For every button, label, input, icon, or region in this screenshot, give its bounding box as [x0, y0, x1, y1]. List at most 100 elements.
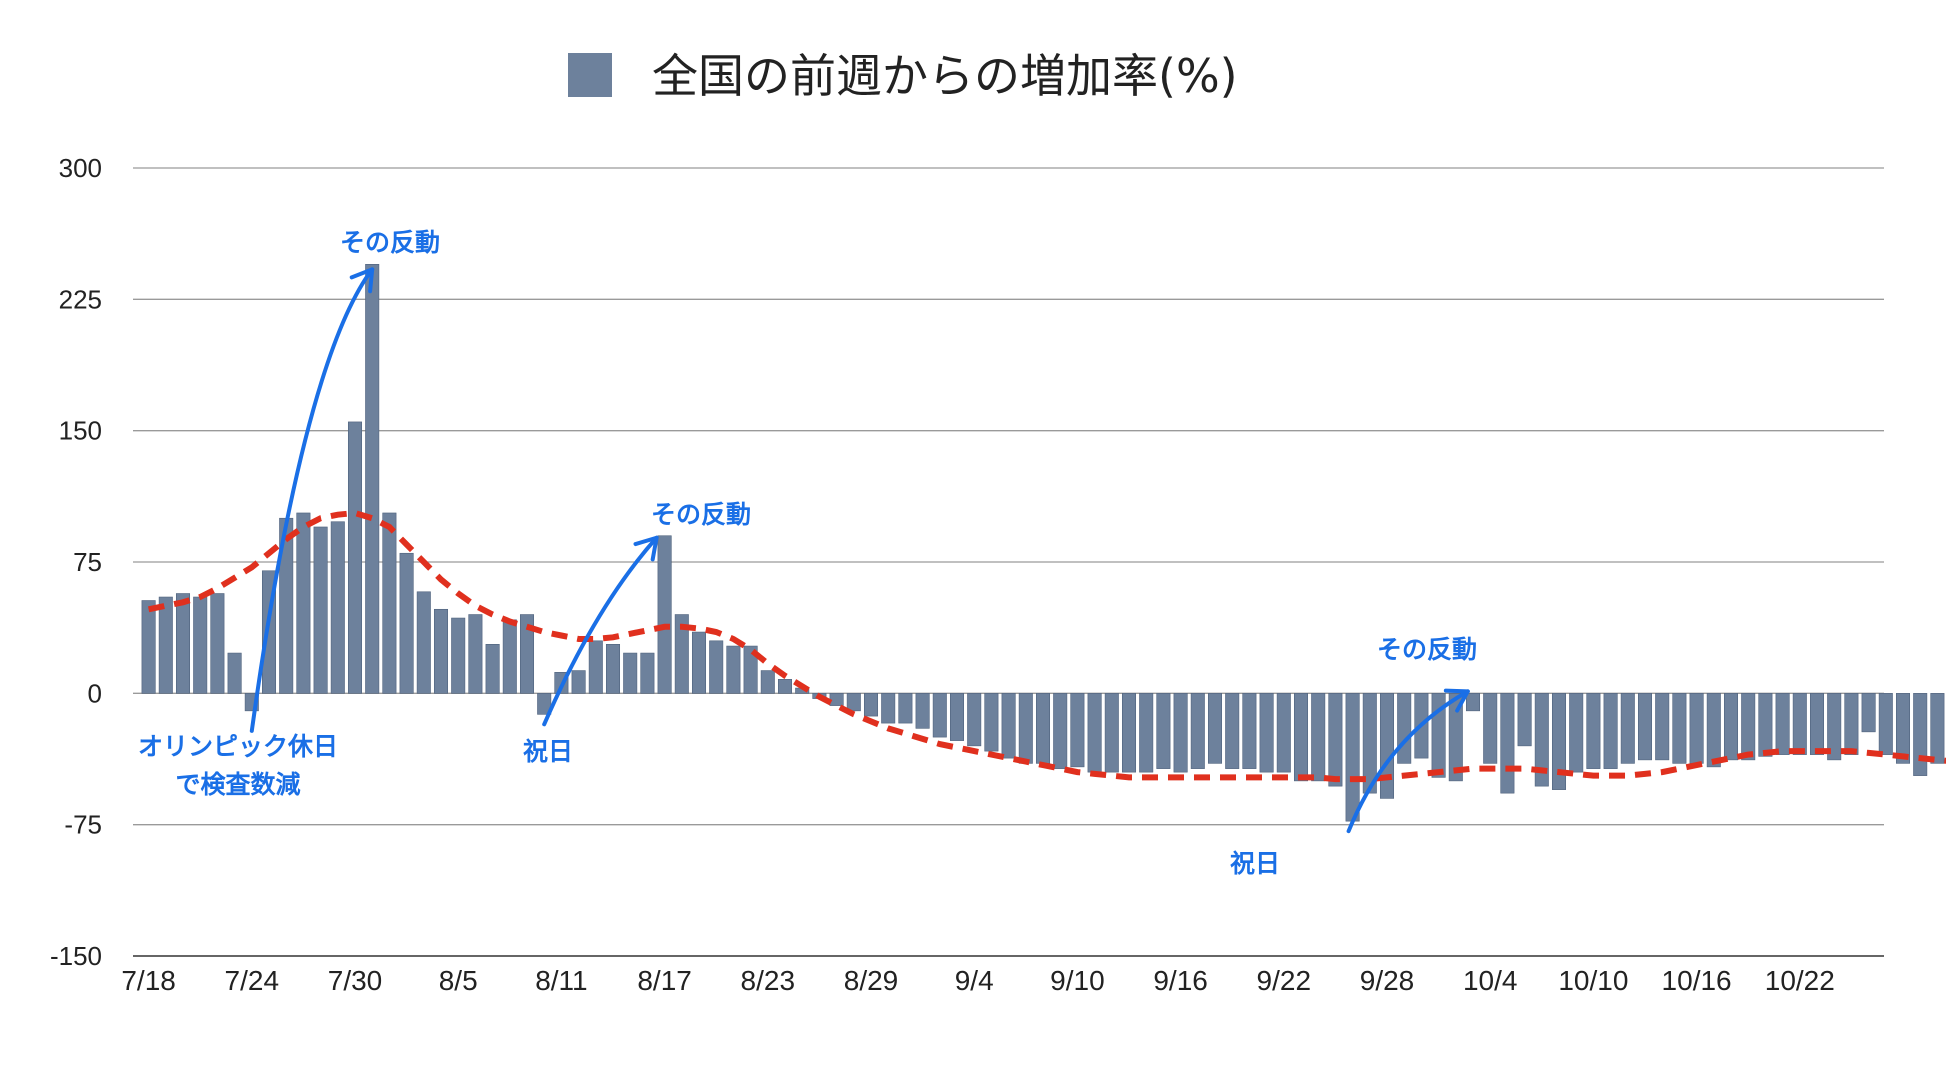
bar: [1018, 693, 1033, 764]
x-tick-label: 9/16: [1153, 965, 1208, 996]
bar: [984, 693, 999, 752]
bar: [1190, 693, 1205, 769]
bar: [485, 644, 500, 694]
x-tick-label: 8/5: [439, 965, 478, 996]
x-tick-label: 10/22: [1765, 965, 1835, 996]
bar: [296, 512, 311, 694]
bar: [1655, 693, 1670, 761]
annotation-label: で検査数減: [175, 770, 300, 799]
bar: [1225, 693, 1240, 769]
bar: [1070, 693, 1085, 768]
bar: [141, 600, 156, 694]
annotation-label: その反動: [1377, 635, 1477, 664]
bar: [760, 670, 775, 694]
bar: [1637, 693, 1653, 761]
y-tick-label: -75: [64, 810, 102, 840]
bar: [1844, 693, 1859, 755]
x-tick-label: 7/18: [121, 965, 176, 996]
x-tick-label: 9/4: [955, 965, 994, 996]
x-tick-label: 9/10: [1050, 965, 1105, 996]
x-tick-label: 10/10: [1558, 965, 1628, 996]
bar: [1139, 693, 1154, 773]
bar: [967, 693, 982, 747]
bar: [1311, 693, 1326, 782]
bar: [1035, 693, 1051, 764]
x-axis-ticks: 7/18 7/24 7/30 8/5 8/11 8/17 8/23 8/29 9/4 9/10 9/…: [121, 965, 1834, 996]
bar: [1156, 693, 1171, 769]
bar: [1276, 693, 1291, 773]
y-tick-label: 300: [59, 153, 102, 183]
bar: [915, 693, 930, 729]
bar: [227, 652, 242, 694]
annotation-label: オリンピック休日: [138, 732, 338, 761]
bar: [1792, 693, 1807, 755]
bar: [1500, 693, 1515, 794]
bar: [1913, 693, 1928, 776]
bar: [1741, 693, 1756, 761]
bar: [640, 652, 655, 694]
legend: 全国の前週からの増加率(%): [568, 49, 1238, 103]
bar: [1397, 693, 1412, 764]
bar: [932, 693, 947, 738]
bar: [949, 693, 965, 741]
bar: [347, 421, 363, 694]
y-tick-label: -150: [50, 941, 102, 971]
bar: [1878, 693, 1893, 755]
bar: [1775, 693, 1790, 755]
trend-line-group: [148, 509, 1946, 783]
bar: [537, 693, 552, 715]
bar: [1465, 693, 1481, 712]
bar: [1087, 693, 1102, 773]
x-tick-label: 8/23: [741, 965, 796, 996]
bar: [382, 512, 397, 694]
bar: [193, 596, 208, 694]
x-tick-label: 7/24: [225, 965, 280, 996]
bar: [743, 645, 758, 694]
bar: [1328, 693, 1343, 787]
bar: [1689, 693, 1704, 764]
bar: [1603, 693, 1618, 769]
bar: [691, 631, 707, 694]
x-tick-label: 9/22: [1257, 965, 1312, 996]
bar: [588, 640, 603, 694]
bar: [502, 619, 517, 694]
bar: [451, 617, 466, 694]
bar: [898, 693, 913, 724]
bar: [1827, 693, 1842, 761]
x-tick-label: 7/30: [328, 965, 383, 996]
bar: [1861, 693, 1876, 733]
bar: [1173, 693, 1188, 773]
annotation-arrow: [1346, 688, 1470, 834]
bar: [1448, 693, 1463, 782]
bar: [863, 693, 879, 717]
bar: [158, 596, 173, 694]
bar: [399, 552, 414, 694]
bar: [1379, 693, 1395, 799]
bar: [1706, 693, 1721, 768]
bar: [1620, 693, 1635, 764]
bar: [829, 693, 844, 706]
bars: [141, 264, 1945, 822]
x-tick-label: 8/11: [535, 965, 587, 996]
bar: [1242, 693, 1257, 769]
bar: [726, 645, 741, 694]
bar: [330, 521, 345, 694]
bar: [433, 608, 449, 694]
bar: [709, 640, 724, 694]
bar: [881, 693, 896, 724]
bar: [313, 526, 328, 694]
x-tick-label: 9/28: [1360, 965, 1415, 996]
y-axis-ticks: 300 225 150 75 0 -75 -150: [50, 153, 102, 971]
bar: [210, 593, 225, 694]
x-tick-label: 10/4: [1463, 965, 1518, 996]
y-tick-label: 150: [59, 416, 102, 446]
bar: [175, 593, 191, 694]
bar: [468, 614, 483, 694]
bar: [1895, 693, 1911, 764]
bar: [1001, 693, 1016, 759]
bar: [674, 614, 689, 694]
annotation-arrow: [249, 267, 375, 733]
bar: [1569, 693, 1584, 773]
annotation-label: 祝日: [523, 737, 573, 766]
bar: [1293, 693, 1309, 782]
